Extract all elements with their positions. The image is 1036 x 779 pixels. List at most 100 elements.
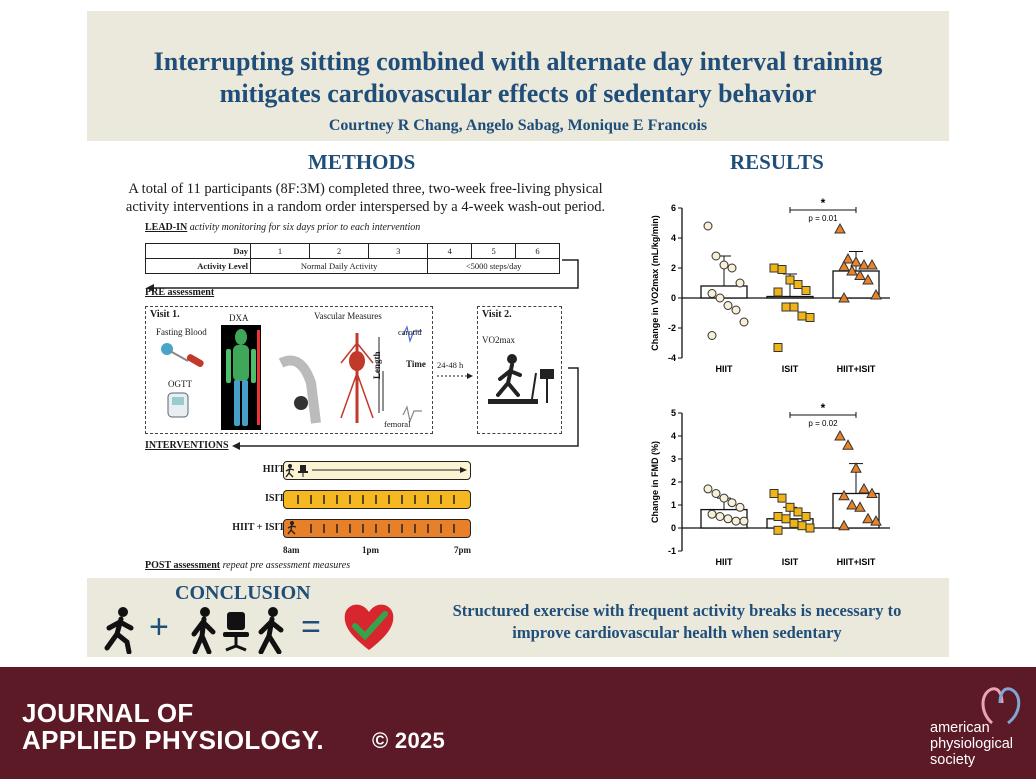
lead-in-label: LEAD-IN xyxy=(145,222,188,233)
mean-bar xyxy=(766,295,814,299)
y-tick-label: 0 xyxy=(671,523,676,533)
paper-title-line1: Interrupting sitting combined with alter… xyxy=(153,47,883,76)
equals-sign: = xyxy=(301,608,321,646)
paper-title-line2: mitigates cardiovascular effects of sede… xyxy=(219,79,817,108)
conclusion-panel: CONCLUSION + = Structured exercise with … xyxy=(87,578,949,657)
data-point xyxy=(769,263,779,273)
runner-body xyxy=(287,524,297,535)
post-assessment-label: POST assessment xyxy=(145,560,221,571)
data-point xyxy=(773,525,783,535)
data-point xyxy=(715,293,725,303)
data-point xyxy=(789,302,799,312)
hiit-bar xyxy=(283,461,471,480)
vo2max-chart: -4 -2 0 2 4 6 Change in VO2max (mL/kg/min) HIIT… xyxy=(650,196,890,374)
data-point xyxy=(773,512,783,521)
data-point xyxy=(731,305,741,315)
gap-label: 24-48 h xyxy=(437,360,464,370)
office-chair-icon xyxy=(298,465,308,477)
data-point xyxy=(801,512,811,521)
ogtt-label: OGTT xyxy=(168,379,192,389)
bar-label-combined: HIIT + ISIT xyxy=(232,522,285,533)
bar-label-isit: ISIT xyxy=(264,493,285,504)
isit-bar xyxy=(283,490,471,509)
copyright: © 2025 xyxy=(372,728,446,753)
gap-arrow xyxy=(437,373,473,379)
data-point xyxy=(838,260,850,271)
runner-icon xyxy=(104,607,134,654)
length-label: Length xyxy=(372,351,382,379)
y-tick-label: 4 xyxy=(671,233,676,243)
time-label: Time xyxy=(406,359,426,369)
data-point xyxy=(719,493,729,503)
significance-star: * xyxy=(821,401,826,415)
data-point xyxy=(769,489,779,498)
data-point xyxy=(854,501,866,512)
data-point xyxy=(739,317,749,327)
y-tick-label: -2 xyxy=(668,323,676,333)
data-point xyxy=(870,288,882,300)
society-name: american physiological society xyxy=(930,720,1013,768)
y-axis-label: Change in VO2max (mL/kg/min) xyxy=(650,215,660,351)
vascular-label: Vascular Measures xyxy=(314,311,382,321)
data-point xyxy=(870,515,882,526)
authors: Courtney R Chang, Angelo Sabag, Monique … xyxy=(328,117,708,134)
data-point xyxy=(842,252,854,264)
combined-bar-ticks xyxy=(287,521,455,535)
walker-icon xyxy=(191,607,216,654)
y-tick-label: 3 xyxy=(671,454,676,464)
data-point xyxy=(719,260,729,270)
data-point xyxy=(773,343,783,352)
treadmill-icon xyxy=(488,354,554,404)
data-point xyxy=(711,251,721,261)
y-tick-label: 2 xyxy=(671,477,676,487)
data-point xyxy=(781,302,791,312)
conclusion-heading: CONCLUSION xyxy=(175,582,311,604)
society-line2: physiological xyxy=(930,736,1014,752)
data-point xyxy=(862,273,874,285)
data-point xyxy=(703,484,713,494)
methods-intro: A total of 11 participants (8F:3M) compl… xyxy=(113,180,618,216)
y-tick-label: -1 xyxy=(668,546,676,556)
carotid-label: carotid xyxy=(398,327,422,337)
journal-name-line2: APPLIED PHYSIOLOGY. xyxy=(22,725,324,755)
x-tick-label: ISIT xyxy=(782,557,799,567)
society-line1: american xyxy=(930,720,990,736)
x-tick-label: HIIT xyxy=(716,557,734,567)
journal-footer: JOURNAL OF APPLIED PHYSIOLOGY. © 2025 am… xyxy=(0,667,1036,779)
methods-heading: METHODS xyxy=(308,150,416,174)
restricted-activity-cell: <5000 steps/day xyxy=(427,258,560,274)
schedule-table: Day 1 2 3 4 5 6 Activity Level Normal Da… xyxy=(145,243,560,274)
visit2-title: Visit 2. xyxy=(482,309,512,320)
glucometer-icon xyxy=(167,392,189,418)
data-point xyxy=(711,489,721,498)
data-point xyxy=(805,313,815,322)
data-point xyxy=(723,301,733,310)
schedule-row-days: Day 1 2 3 4 5 6 xyxy=(145,243,560,259)
data-point xyxy=(785,502,795,512)
post-assessment-desc: repeat pre assessment measures xyxy=(222,560,351,571)
data-point xyxy=(707,289,717,298)
conclusion-line1: Structured exercise with frequent activi… xyxy=(452,601,902,620)
interventions-label: INTERVENTIONS xyxy=(145,440,229,451)
data-point xyxy=(838,519,850,531)
pre-assessment-label: PRE assessment xyxy=(145,287,215,298)
data-point xyxy=(858,482,870,494)
data-point xyxy=(862,512,874,524)
walker-icon xyxy=(258,607,284,654)
dxa-label: DXA xyxy=(229,313,249,323)
data-point xyxy=(703,221,713,231)
x-tick-label: HIIT+ISIT xyxy=(837,557,876,567)
data-point xyxy=(727,498,737,508)
data-point xyxy=(727,263,737,273)
isit-bar-ticks xyxy=(297,495,455,504)
x-tick-label: HIIT xyxy=(716,364,734,374)
runner-icon xyxy=(285,464,295,478)
data-point xyxy=(739,516,749,526)
data-point xyxy=(781,514,791,524)
post-row: POST assessment repeat pre assessment me… xyxy=(145,560,350,571)
bar-label-hiit: HIIT xyxy=(262,464,285,475)
society-line3: society xyxy=(930,752,976,768)
data-point xyxy=(777,493,787,503)
p-value-label: p = 0.02 xyxy=(808,419,838,428)
time-7pm: 7pm xyxy=(454,545,472,555)
